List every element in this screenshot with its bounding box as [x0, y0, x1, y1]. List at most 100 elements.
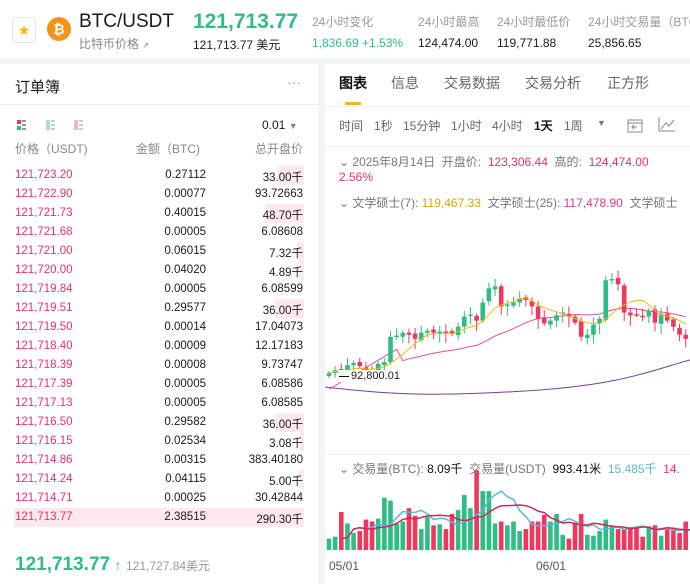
view-both-icon[interactable]	[17, 120, 26, 130]
timeframe-2[interactable]: 15分钟	[403, 119, 441, 133]
volume-bar	[523, 529, 529, 550]
ma25-label: 文学硕士(25):	[487, 196, 561, 210]
collapse-chevron-icon[interactable]: ⌄	[339, 462, 350, 476]
tab-0[interactable]: 图表	[339, 75, 367, 91]
order-row[interactable]: 121,719.84 0.00005 6.08599	[0, 280, 318, 299]
order-total: 7.32千	[269, 248, 303, 260]
volume-bar	[505, 525, 510, 550]
volume-bar	[474, 470, 479, 550]
volume-bar	[597, 531, 602, 550]
candle-body	[455, 326, 461, 336]
more-timeframes-chevron-icon[interactable]: ▼	[597, 118, 606, 128]
order-row[interactable]: 121,722.90 0.00077 93.72663	[0, 185, 318, 204]
order-row[interactable]: 121,720.00 0.04020 4.89千	[0, 261, 318, 280]
order-row[interactable]: 121,716.50 0.29582 36.00千	[0, 413, 318, 432]
order-row[interactable]: 121,719.51 0.29577 36.00千	[0, 299, 318, 318]
calendar-icon[interactable]	[627, 117, 643, 133]
timeframe-1[interactable]: 1秒	[374, 119, 393, 133]
precision-select[interactable]: 0.01 ▼	[262, 118, 298, 132]
candle-body	[449, 331, 455, 334]
timeframe-6[interactable]: 1周	[564, 119, 583, 133]
order-price: 121,721.68	[15, 226, 73, 238]
view-bids-icon[interactable]	[46, 120, 55, 130]
tab-1[interactable]: 信息	[391, 75, 419, 91]
order-row[interactable]: 121,718.39 0.00008 9.73747	[0, 356, 318, 375]
price-marker: 92,800.01	[339, 370, 400, 382]
candle-body	[523, 297, 529, 301]
coin-price-link[interactable]: 比特币价格 ↗	[79, 35, 149, 52]
depth-bar	[296, 242, 304, 261]
vol-ma1-value: 15.485千	[607, 462, 657, 476]
favorite-star-icon[interactable]: ★	[12, 17, 36, 43]
volume-bar	[591, 535, 596, 550]
view-toggle-icons[interactable]	[17, 120, 107, 132]
order-row[interactable]: 121,717.13 0.00005 6.08585	[0, 394, 318, 413]
candle-body	[535, 306, 541, 319]
volume-bar	[326, 538, 332, 550]
volume-bar	[578, 513, 584, 550]
price-usd: 121,713.77 美元	[193, 38, 281, 52]
order-amount: 0.00005	[164, 283, 206, 295]
pair-title: BTC/USDT	[79, 11, 174, 32]
volume-bar	[468, 508, 473, 550]
volume-bar	[634, 528, 639, 550]
depth-bar	[275, 299, 304, 318]
timeframe-4[interactable]: 4小时	[492, 119, 523, 133]
volume-bar	[375, 518, 381, 550]
timeframe-0[interactable]: 时间	[339, 119, 364, 133]
candle-body	[677, 327, 682, 335]
collapse-chevron-icon[interactable]: ⌄	[339, 196, 350, 210]
volume-bar	[566, 538, 572, 550]
volume-bar	[671, 529, 676, 550]
candle-body	[646, 310, 652, 317]
high-value: 124,474.00	[588, 155, 649, 169]
ma99-label: 文学硕士	[629, 196, 678, 210]
candle-body	[640, 315, 645, 318]
volume-bar	[486, 491, 492, 550]
order-total: 383.40180	[248, 454, 303, 466]
order-row[interactable]: 121,718.40 0.00009 12.17183	[0, 337, 318, 356]
collapse-chevron-icon[interactable]: ⌄	[339, 155, 350, 169]
order-price: 121,722.90	[15, 188, 73, 200]
order-amount: 0.00009	[164, 340, 206, 352]
volume-bar	[541, 514, 547, 550]
order-row[interactable]: 121,723.20 0.27112 33.00千	[0, 166, 318, 185]
order-row[interactable]: 121,721.00 0.06015 7.32千	[0, 242, 318, 261]
candle-body	[683, 334, 688, 339]
candle-body	[603, 280, 609, 320]
price-marker-value: 92,800.01	[351, 370, 400, 382]
order-row[interactable]: 121,716.15 0.02534 3.08千	[0, 432, 318, 451]
volume-bar	[646, 526, 652, 550]
candle-body	[541, 317, 547, 324]
candlestick-chart[interactable]	[325, 64, 690, 584]
order-row[interactable]: 121,714.71 0.00025 30.42844	[0, 489, 318, 508]
candle-body	[474, 315, 479, 321]
stat-value-low: 119,771.88	[497, 36, 557, 50]
more-icon[interactable]: ···	[287, 74, 301, 90]
candle-body	[357, 361, 363, 367]
timeframe-5[interactable]: 1天	[534, 119, 553, 133]
up-arrow-icon: ↑	[114, 557, 122, 573]
candle-body	[628, 312, 633, 316]
order-row[interactable]: 121,721.73 0.40015 48.70千	[0, 204, 318, 223]
order-total: 30.42844	[255, 492, 303, 504]
order-total: 3.08千	[269, 438, 303, 450]
order-total: 48.70千	[262, 210, 303, 222]
order-amount: 0.00077	[164, 188, 206, 200]
tab-3[interactable]: 交易分析	[525, 75, 581, 91]
order-amount: 0.40015	[164, 207, 206, 219]
order-row[interactable]: 121,717.39 0.00005 6.08586	[0, 375, 318, 394]
order-row[interactable]: 121,714.86 0.00315 383.40180	[0, 451, 318, 470]
tab-2[interactable]: 交易数据	[444, 75, 500, 91]
indicator-chart-icon[interactable]	[658, 116, 676, 132]
order-total: 5.00千	[269, 476, 303, 488]
order-row[interactable]: 121,719.50 0.00014 17.04073	[0, 318, 318, 337]
tab-4[interactable]: 正方形	[607, 75, 649, 91]
order-row[interactable]: 121,714.24 0.04115 5.00千	[0, 470, 318, 489]
timeframe-3[interactable]: 1小时	[451, 119, 482, 133]
order-row[interactable]: 121,713.77 2.38515 290.30千	[14, 508, 304, 527]
volume-bar	[431, 525, 436, 550]
order-row[interactable]: 121,721.68 0.00005 6.08608	[0, 223, 318, 242]
candle-body	[375, 363, 381, 374]
view-asks-icon[interactable]	[74, 120, 83, 130]
